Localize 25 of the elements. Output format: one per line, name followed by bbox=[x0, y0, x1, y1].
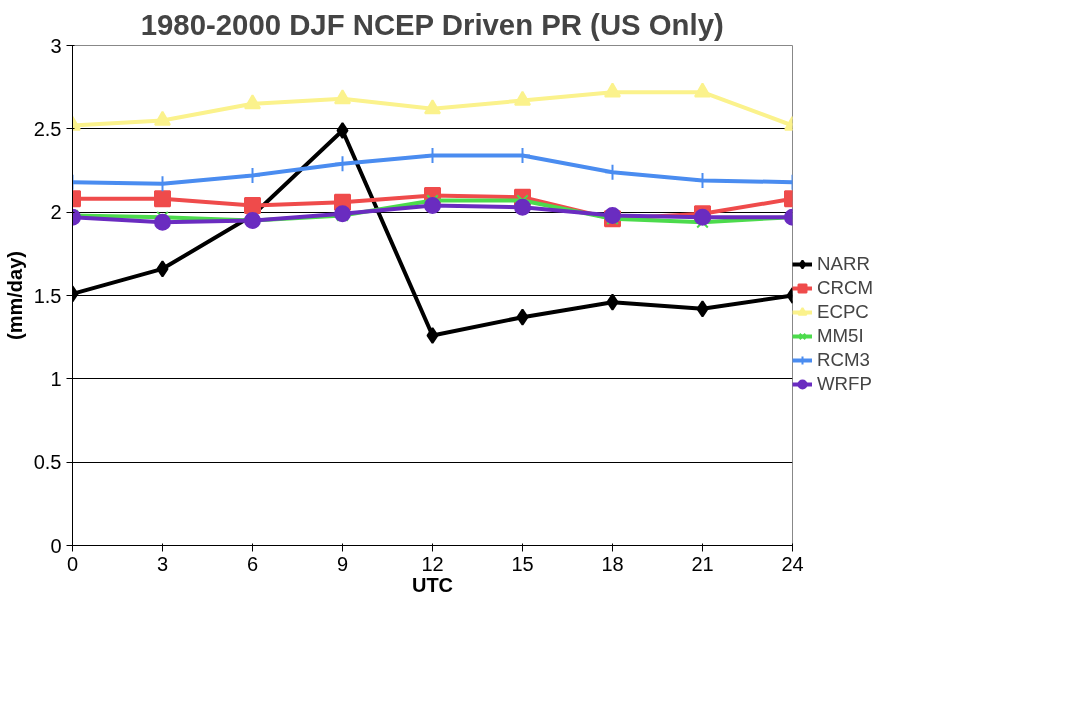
legend-label: ECPC bbox=[817, 301, 869, 323]
x-tick-label: 21 bbox=[691, 552, 714, 575]
x-tick-label: 24 bbox=[781, 552, 804, 575]
legend-label: RCM3 bbox=[817, 349, 870, 371]
y-tick-label: 2 bbox=[50, 201, 62, 224]
x-tick-label: 18 bbox=[601, 552, 624, 575]
x-axis-title: UTC bbox=[411, 573, 454, 596]
x-tick-label: 0 bbox=[66, 552, 79, 575]
y-tick-label: 0 bbox=[50, 534, 62, 557]
y-tick-label: 2.5 bbox=[33, 117, 62, 140]
x-tick-label: 12 bbox=[421, 552, 444, 575]
x-tick-label: 15 bbox=[511, 552, 534, 575]
legend-label: MM5I bbox=[817, 325, 864, 347]
y-tick-label: 1 bbox=[50, 367, 62, 390]
legend-label: NARR bbox=[817, 253, 870, 275]
legend-label: WRFP bbox=[817, 373, 872, 395]
x-tick-label: 9 bbox=[336, 552, 349, 575]
x-tick-label: 6 bbox=[246, 552, 259, 575]
y-axis-title: (mm/day) bbox=[3, 251, 26, 340]
y-tick-label: 3 bbox=[50, 34, 62, 57]
y-tick-label: 0.5 bbox=[33, 451, 62, 474]
x-tick-label: 3 bbox=[156, 552, 169, 575]
chart-title: 1980-2000 DJF NCEP Driven PR (US Only) bbox=[140, 7, 724, 41]
legend-label: CRCM bbox=[817, 277, 873, 299]
y-tick-label: 1.5 bbox=[33, 284, 62, 307]
